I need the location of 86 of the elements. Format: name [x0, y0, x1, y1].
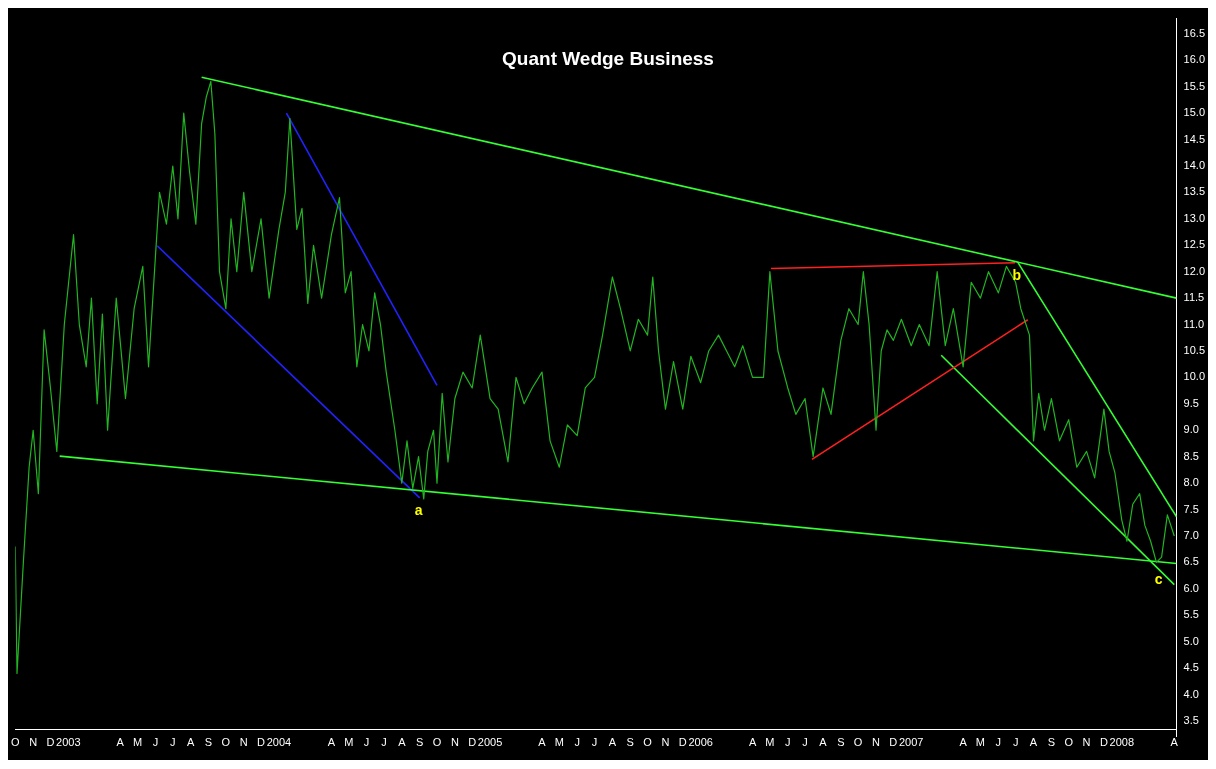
x-tick-label: O [11, 736, 20, 749]
x-tick-label: D [46, 736, 55, 749]
x-tick-label: N [1082, 736, 1091, 749]
x-tick-label: S [1047, 736, 1056, 749]
x-tick-label: J [574, 736, 580, 749]
y-tick-label: 9.0 [1183, 423, 1199, 436]
x-tick-label: A [327, 736, 336, 749]
y-tick-label: 10.0 [1183, 370, 1206, 383]
x-tick-label: D [1099, 736, 1108, 749]
y-tick-label: 15.5 [1183, 79, 1206, 92]
x-tick-label: J [363, 736, 370, 749]
y-tick-label: 7.0 [1183, 528, 1199, 541]
x-tick-label: A [116, 736, 125, 749]
y-tick-label: 9.5 [1183, 396, 1199, 409]
x-tick-label: J [152, 736, 159, 749]
x-tick-label: O [853, 736, 863, 749]
x-tick-label: 2004 [266, 736, 292, 749]
y-tick-label: 16.0 [1183, 53, 1206, 66]
x-tick-label: O [221, 736, 231, 749]
x-tick-label: A [186, 736, 195, 749]
x-tick-label: 2003 [56, 736, 81, 749]
x-tick-label: J [591, 736, 598, 749]
x-tick-label: J [170, 736, 176, 749]
x-tick-label: A [398, 736, 407, 749]
y-tick-label: 5.5 [1183, 608, 1199, 621]
x-tick-label: M [133, 736, 143, 749]
x-tick-label: N [661, 736, 670, 749]
x-tick-label: A [748, 736, 757, 749]
y-tick-label: 8.5 [1183, 449, 1199, 462]
annotation: a [414, 502, 423, 519]
x-tick-label: S [837, 736, 845, 749]
x-tick-label: O [1064, 736, 1074, 749]
x-tick-label: S [626, 736, 634, 749]
y-tick-label: 11.0 [1183, 317, 1205, 330]
x-tick-label: J [995, 736, 1002, 749]
y-tick-label: 10.5 [1183, 344, 1206, 356]
x-tick-label: M [765, 736, 775, 749]
x-tick-label: N [239, 736, 248, 749]
y-tick-label: 8.0 [1183, 476, 1199, 489]
x-tick-label: S [416, 736, 424, 749]
x-tick-label: D [468, 736, 477, 749]
x-tick-label: A [538, 736, 547, 749]
y-tick-label: 4.5 [1183, 661, 1199, 674]
y-tick-label: 16.5 [1183, 26, 1206, 39]
annotation: b [1012, 266, 1022, 283]
x-tick-label: 2007 [898, 736, 924, 749]
text: Quant Wedge Business [502, 47, 714, 69]
y-tick-label: 15.0 [1183, 106, 1206, 119]
x-tick-label: M [975, 736, 986, 749]
annotation: c [1154, 570, 1163, 587]
y-tick-label: 14.5 [1183, 132, 1206, 145]
x-tick-label: D [257, 736, 266, 749]
x-tick-label: J [381, 736, 387, 749]
y-tick-label: 6.5 [1183, 555, 1199, 568]
y-tick-label: 11.5 [1183, 291, 1205, 304]
x-tick-label: O [432, 736, 442, 749]
x-tick-label: N [872, 736, 881, 749]
y-tick-label: 4.0 [1183, 687, 1199, 700]
y-tick-label: 3.5 [1183, 713, 1199, 726]
x-tick-label: A [608, 736, 617, 749]
x-tick-label: 2008 [1109, 736, 1135, 749]
x-tick-label: N [450, 736, 459, 749]
x-tick-label: D [889, 736, 898, 749]
x-tick-label: N [29, 736, 38, 749]
x-tick-label: O [643, 736, 653, 749]
y-tick-label: 12.5 [1183, 238, 1206, 251]
y-tick-label: 5.0 [1183, 634, 1199, 647]
y-tick-label: 13.0 [1183, 211, 1206, 224]
x-tick-label: S [204, 736, 213, 749]
y-tick-label: 6.0 [1183, 581, 1199, 594]
x-tick-label: 2006 [688, 736, 713, 749]
x-tick-label: J [802, 736, 808, 749]
x-tick-label: A [1029, 736, 1038, 749]
x-tick-label: A [959, 736, 968, 749]
x-tick-label: M [554, 736, 564, 749]
x-tick-label: M [344, 736, 354, 749]
x-tick-label: J [1012, 736, 1019, 749]
y-tick-label: 13.5 [1183, 185, 1206, 198]
y-tick-label: 12.0 [1183, 264, 1206, 277]
y-tick-label: 7.5 [1183, 502, 1199, 515]
y-tick-label: 14.0 [1183, 159, 1206, 172]
x-tick-label: 2005 [477, 736, 503, 749]
x-tick-label: A [1170, 736, 1179, 749]
x-tick-label: A [819, 736, 828, 749]
x-tick-label: D [678, 736, 687, 749]
x-tick-label: J [785, 736, 791, 749]
